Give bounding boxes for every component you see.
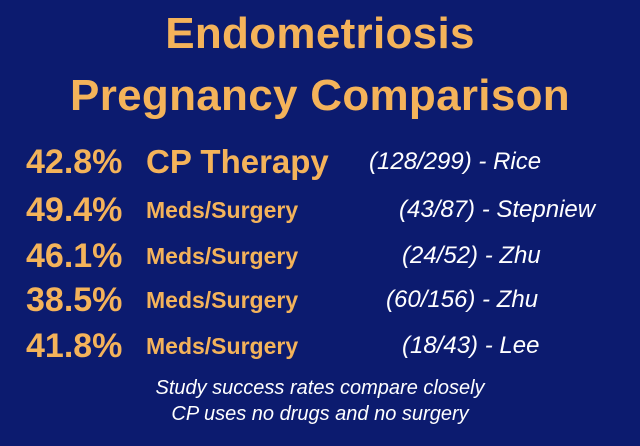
- therapy-type: CP Therapy: [146, 143, 329, 180]
- study-citation: (60/156) - Zhu: [386, 286, 539, 313]
- comparison-row: 46.1% Meds/Surgery (24/52) - Zhu: [0, 236, 640, 280]
- study-citation: (43/87) - Stepniew: [399, 196, 596, 223]
- comparison-row: 42.8% CP Therapy (128/299) - Rice: [0, 142, 640, 186]
- comparison-row: 41.8% Meds/Surgery (18/43) - Lee: [0, 326, 640, 370]
- study-citation: (128/299) - Rice: [369, 148, 542, 175]
- summary-note: CP uses no drugs and no surgery: [171, 403, 469, 425]
- slide-title-line-1: Endometriosis: [165, 9, 475, 58]
- therapy-type: Meds/Surgery: [146, 287, 299, 313]
- success-percent: 49.4%: [26, 191, 123, 229]
- success-percent: 41.8%: [26, 327, 123, 365]
- study-citation: (24/52) - Zhu: [402, 242, 541, 269]
- comparison-row: 38.5% Meds/Surgery (60/156) - Zhu: [0, 280, 640, 324]
- success-percent: 46.1%: [26, 237, 123, 275]
- comparison-row: 49.4% Meds/Surgery (43/87) - Stepniew: [0, 190, 640, 234]
- success-percent: 38.5%: [26, 281, 123, 319]
- study-citation: (18/43) - Lee: [402, 332, 540, 359]
- summary-note: Study success rates compare closely: [155, 377, 485, 399]
- therapy-type: Meds/Surgery: [146, 333, 299, 359]
- therapy-type: Meds/Surgery: [146, 243, 299, 269]
- therapy-type: Meds/Surgery: [146, 197, 299, 223]
- slide-title-line-2: Pregnancy Comparison: [70, 71, 570, 120]
- success-percent: 42.8%: [26, 143, 123, 181]
